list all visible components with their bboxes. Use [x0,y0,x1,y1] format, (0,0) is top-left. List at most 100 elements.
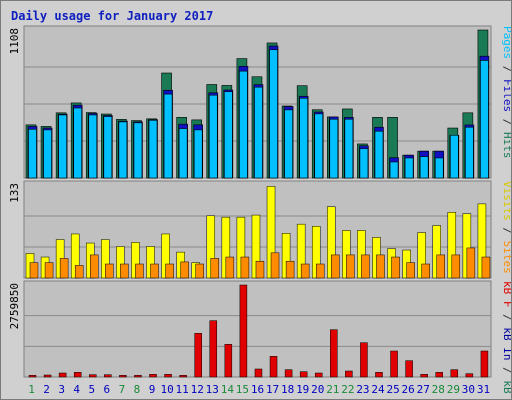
x-tick-label-day-3: 3 [58,383,65,396]
bar-sites-day-4 [74,265,84,279]
x-tick-label-day-14: 14 [221,383,235,396]
bar-pages-day-5 [88,114,98,179]
bar-sites-day-10 [165,263,174,279]
x-tick-label-day-27: 27 [417,383,430,396]
bar-sites-day-15 [240,256,250,279]
bar-pages-day-2 [43,129,52,179]
x-tick-label-day-10: 10 [160,383,173,396]
bar-kbf-day-18 [284,369,293,378]
bar-kbf-day-8 [134,375,142,378]
bar-pages-day-9 [148,119,158,179]
bar-kbf-day-9 [149,374,157,378]
bar-pages-day-14 [224,91,233,179]
x-tick-label-day-15: 15 [236,383,249,396]
legend-kbytes: kB F / kB In / kB Out [501,281,511,399]
bar-kbf-day-14 [224,344,233,378]
bar-pages-day-27 [419,156,429,179]
bar-sites-day-13 [210,258,220,279]
ymax-label-visits-sites: 133 [8,183,21,203]
bar-sites-day-19 [300,263,310,279]
bar-pages-day-20 [314,113,324,179]
bar-sites-day-29 [451,254,461,279]
bar-sites-day-1 [29,262,39,279]
legend-entry-kbytes-3: / [501,361,511,381]
x-tick-label-day-16: 16 [251,383,264,396]
bar-kbf-day-22 [345,370,353,378]
legend-entry-hits-files-pages-2: Files [501,79,511,112]
bar-pages-day-30 [465,126,474,179]
bar-pages-day-31 [480,60,489,179]
bar-sites-day-14 [225,256,235,279]
bar-kbf-day-28 [435,372,443,378]
bar-pages-day-11 [178,128,188,179]
bar-sites-day-27 [421,263,430,279]
bar-kbf-day-26 [405,360,413,378]
bar-pages-day-25 [389,161,399,179]
legend-entry-visits-sites-0: Visits [501,181,511,221]
bar-kbf-day-10 [164,374,172,378]
bar-sites-day-11 [180,261,189,279]
x-tick-label-day-7: 7 [119,383,126,396]
bar-pages-day-17 [269,49,278,179]
bar-kbf-day-27 [420,374,428,378]
bar-sites-day-17 [270,252,280,279]
bar-sites-day-21 [331,254,340,279]
bar-pages-day-21 [329,118,339,179]
bar-sites-day-26 [406,262,415,279]
bar-pages-day-18 [284,109,293,179]
bar-kbf-day-11 [179,375,187,378]
legend-hits-files-pages: Pages / Files / Hits [501,26,511,159]
bar-kbf-day-20 [314,372,323,378]
bar-kbf-day-4 [73,372,82,378]
bar-kbf-day-30 [465,373,474,378]
x-tick-label-day-12: 12 [191,383,204,396]
bar-pages-day-15 [239,70,248,179]
x-tick-label-day-5: 5 [88,383,95,396]
bar-sites-day-7 [120,263,129,279]
x-tick-label-day-29: 29 [447,383,460,396]
x-tick-label-day-18: 18 [281,383,294,396]
x-tick-label-day-24: 24 [371,383,385,396]
legend-entry-hits-files-pages-1: / [501,59,511,79]
x-tick-label-day-6: 6 [104,383,111,396]
x-tick-label-day-13: 13 [206,383,219,396]
bar-sites-day-8 [135,263,144,279]
bar-pages-day-24 [374,130,384,179]
bar-pages-day-8 [133,122,143,179]
x-tick-label-day-2: 2 [43,383,50,396]
x-tick-label-day-21: 21 [326,383,339,396]
bar-pages-day-7 [118,121,128,179]
bar-kbf-day-31 [480,350,489,378]
legend-entry-visits-sites-2: Sites [501,241,511,274]
legend-entry-hits-files-pages-0: Pages [501,26,511,59]
ymax-label-kbytes: 2759850 [8,283,21,329]
x-tick-label-day-9: 9 [149,383,156,396]
bar-pages-day-22 [344,118,354,179]
x-tick-label-day-26: 26 [402,383,415,396]
bar-pages-day-19 [299,97,308,179]
bar-sites-day-30 [466,247,476,279]
bar-kbf-day-29 [450,369,459,378]
bar-kbf-day-17 [269,356,278,378]
bar-pages-day-3 [58,114,67,179]
plot-panel-kbytes [23,280,492,378]
x-tick-label-day-8: 8 [134,383,141,396]
legend-entry-kbytes-4: kB Out [501,380,511,399]
bar-sites-day-31 [481,256,491,279]
bar-sites-day-3 [59,258,69,279]
bar-pages-day-6 [103,116,113,179]
bar-sites-day-6 [105,263,114,279]
bar-pages-day-13 [208,94,218,179]
bar-pages-day-29 [450,134,459,179]
legend-entry-hits-files-pages-4: Hits [501,132,511,159]
x-tick-label-day-22: 22 [341,383,354,396]
bar-sites-day-9 [150,263,159,279]
bar-pages-day-4 [73,107,82,179]
x-tick-label-day-23: 23 [356,383,369,396]
legend-entry-kbytes-2: kB In [501,327,511,360]
bar-pages-day-10 [163,93,173,179]
bar-sites-day-23 [361,254,370,279]
legend-entry-visits-sites-1: / [501,221,511,241]
